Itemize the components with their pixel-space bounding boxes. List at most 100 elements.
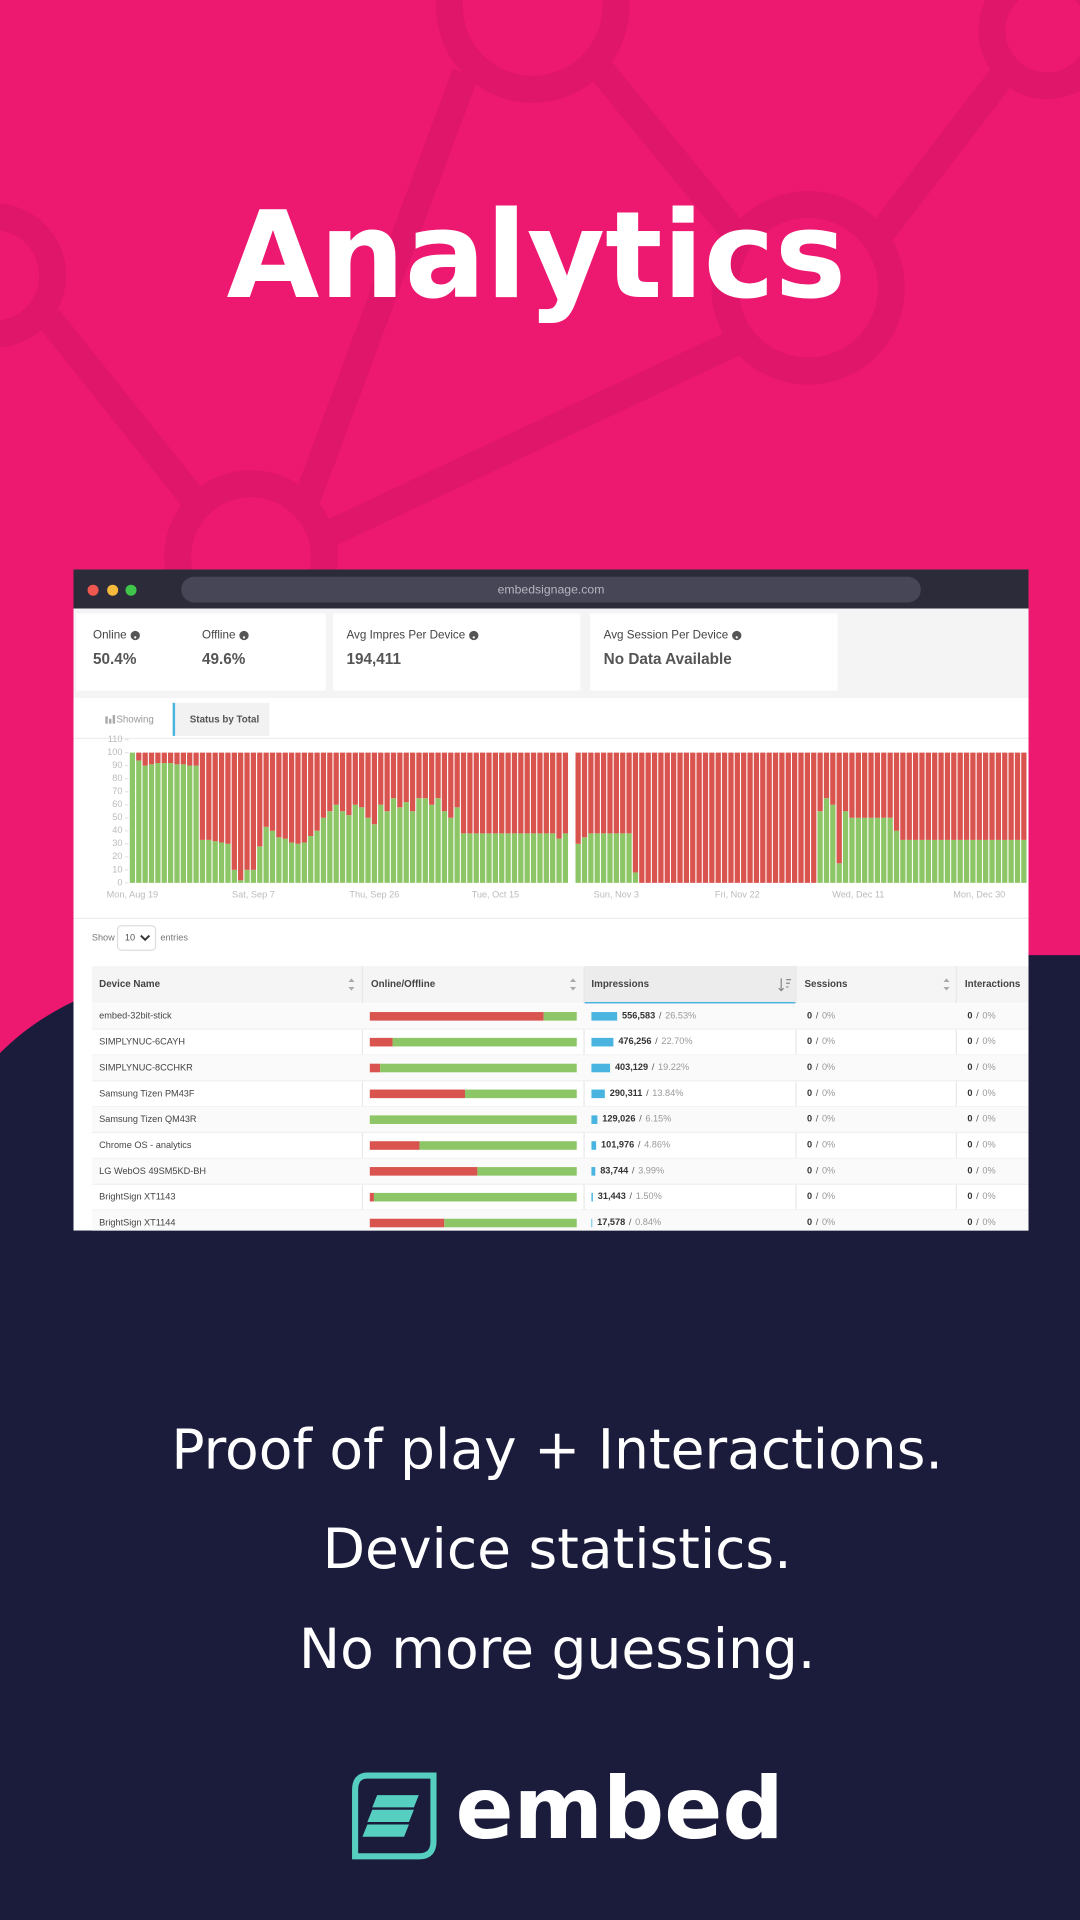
bar-segment [671,752,677,883]
help-dot [735,636,738,639]
bar-segment [677,752,683,883]
bar-segment [1008,752,1014,840]
bar-segment [620,833,626,883]
bar-segment [480,752,486,834]
stat-value: 194,411 [347,651,402,668]
bar-segment [562,752,569,834]
device-name[interactable]: Samsung Tizen PM43F [99,1088,195,1098]
bar-segment [830,752,836,805]
separator: / [816,1192,819,1202]
bar-segment [435,752,441,799]
device-name[interactable]: BrightSign XT1143 [99,1192,175,1202]
length-select[interactable] [116,925,157,951]
bar-segment [467,833,473,883]
separator: / [652,1062,655,1072]
column-header[interactable]: Sessions [804,979,848,990]
separator: / [816,1166,819,1176]
bar-segment [435,798,441,883]
bar-segment [314,752,320,831]
maximize-dot[interactable] [125,584,137,596]
help-dot [134,636,137,639]
bar-segment [556,752,562,839]
bar-segment [314,830,320,883]
bar-segment [263,752,269,827]
impressions: 129,026 /6.15% [602,1114,671,1124]
separator: / [639,1114,642,1124]
url-bar[interactable] [181,576,921,603]
interactions: 0 /0% [967,1062,995,1072]
bar-segment [581,752,588,838]
sessions: 0 /0% [807,1140,835,1150]
bar-segment [690,752,696,883]
bar-segment [830,804,836,883]
column-header[interactable]: Device Name [99,979,160,990]
bar-segment [193,765,199,883]
bar-segment [403,752,409,803]
offline-bar [369,1218,445,1228]
bar-segment [505,833,511,883]
column-header[interactable]: Impressions [591,979,649,990]
interactions-share: 0% [982,1217,995,1227]
bar-segment [409,811,416,883]
chart-icon [105,715,116,724]
separator: / [976,1166,979,1176]
help-icon[interactable] [239,630,249,641]
bar-segment [728,752,734,883]
impression-bar [591,1012,618,1021]
interactions-count: 0 [967,1011,972,1021]
sessions-count: 0 [807,1217,812,1227]
bar-segment [900,752,906,840]
impression-count: 31,443 [598,1192,626,1202]
length-value[interactable]: 10 [125,932,135,942]
bar-segment [486,752,492,834]
device-name[interactable]: embed-32bit-stick [99,1011,172,1021]
sort-arrows[interactable] [570,978,577,991]
impression-share: 13.84% [652,1088,683,1098]
bar-segment [607,752,613,834]
bar-segment [492,752,498,834]
online-bar [543,1012,577,1021]
tab-active[interactable]: Status by Total [190,715,260,726]
bar-segment [231,752,237,870]
device-name[interactable]: SIMPLYNUC-6CAYH [99,1037,185,1047]
column-header[interactable]: Online/Offline [371,979,436,990]
help-icon[interactable] [469,630,479,641]
bar-segment [785,752,791,883]
bar-segment [912,752,919,840]
sessions-count: 0 [807,1192,812,1202]
device-name[interactable]: SIMPLYNUC-8CCHKR [99,1062,193,1072]
sort-arrows[interactable] [943,978,950,991]
bar-segment [467,752,473,834]
bar-segment [308,835,314,883]
bar-segment [390,752,397,799]
bar-segment [250,752,257,870]
minimize-dot[interactable] [107,584,119,596]
bar-segment [244,869,250,883]
device-name[interactable]: LG WebOS 49SM5KD-BH [99,1166,206,1176]
stat-card [333,613,581,691]
bar-segment [257,846,263,883]
tab-showing[interactable]: Showing [116,715,154,726]
device-name[interactable]: Chrome OS - analytics [99,1140,192,1150]
device-name[interactable]: BrightSign XT1144 [99,1217,175,1227]
device-name[interactable]: Samsung Tizen QM43R [99,1114,197,1124]
bar-segment [613,752,619,834]
column-header[interactable]: Interactions [965,979,1021,990]
bar-segment [218,842,225,883]
bar-segment [225,843,231,883]
y-tick-label: 100 [107,747,122,757]
bar-segment [333,804,339,883]
bar-segment [842,752,849,812]
interactions-count: 0 [967,1062,972,1072]
bar-segment [346,815,352,883]
impression-share: 19.22% [658,1062,689,1072]
close-dot[interactable] [87,584,99,596]
interactions: 0 /0% [967,1192,995,1202]
separator: / [816,1217,819,1227]
active-tab[interactable] [173,702,270,736]
sort-arrows[interactable] [348,978,355,991]
help-icon[interactable] [130,630,140,641]
impressions: 290,311/13.84% [610,1088,684,1098]
bar-segment [556,838,562,883]
help-icon[interactable] [732,630,742,641]
